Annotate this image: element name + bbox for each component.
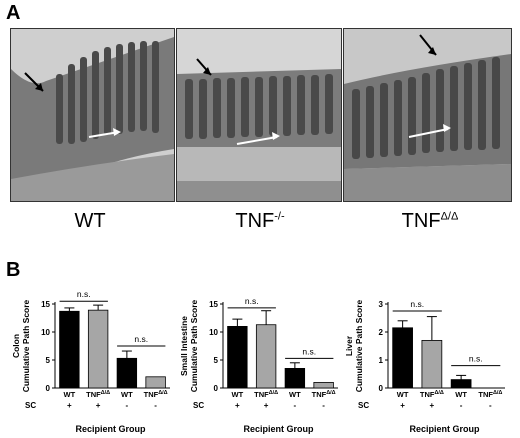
crypts [185,74,333,139]
chart2-sc-row-label: SC [193,401,204,410]
chart2-sc-value: + [264,401,269,410]
chart2-bar [227,325,248,389]
chart2-group-label: TNFΔ/Δ [254,390,278,399]
crypts [56,41,159,144]
chart1-bar [145,376,166,389]
panel-a-letter: A [6,2,21,24]
chart3-sc-value: - [489,401,492,410]
chart1-sc-value: - [126,401,129,410]
chart3-xlabel: Recipient Group [409,424,480,434]
chart2-sc-value: + [235,401,240,410]
chart1-ns-label: n.s. [134,334,148,344]
chart3-group-label: WT [397,390,409,399]
chart3-ylabel-line2: Cumulative Path Score [354,299,364,392]
chart1-sc-value: + [67,401,72,410]
chart3-y-tick-label: 1 [379,356,384,365]
chart2-ns-label: n.s. [302,346,316,356]
chart3-y-tick-label: 2 [379,328,384,337]
chart2-xlabel: Recipient Group [243,424,314,434]
chart2-ylabel-line1: Small Intestine [179,316,189,376]
chart2-bar [313,381,334,389]
chart1-ylabel-line2: Cumulative Path Score [21,299,31,392]
chart3-ns-label: n.s. [410,299,424,309]
panel-b-letter: B [6,259,21,281]
chart1-group-label: WT [121,390,133,399]
chart1-ylabel-line1: Colon [11,334,21,358]
white-arrow-icon [236,136,278,145]
chart3-y-tick-label: 3 [379,300,384,309]
chart2-bar [284,367,306,389]
chart1-y-tick-label: 5 [46,356,51,365]
chart1-group-label: TNFΔ/Δ [144,390,168,399]
chart2-y-tick-label: 5 [214,356,219,365]
chart2-sc-value: - [294,401,297,410]
chart3-bar [392,327,413,389]
chart1-y-tick-label: 0 [46,384,51,393]
chart1-sc-value: + [96,401,101,410]
chart2-sc-value: - [322,401,325,410]
chart1-group-label: TNFΔ/Δ [86,390,110,399]
chart1-sc-row-label: SC [25,401,36,410]
genotype-label-tnf-ko: TNF-/- [235,210,285,232]
chart3-bar [450,379,472,389]
chart3-group-label: TNFΔ/Δ [478,390,502,399]
white-arrow-icon [408,128,449,138]
chart3-sc-row-label: SC [358,401,369,410]
chart1-xlabel: Recipient Group [75,424,146,434]
chart1-y-tick-label: 10 [41,328,50,337]
chart1-bar [87,309,109,389]
chart2-ns-label: n.s. [245,296,259,306]
chart3-sc-value: + [400,401,405,410]
chart2-y-tick-label: 0 [214,384,219,393]
chart3-bar [421,339,443,389]
chart3-group-label: WT [455,390,467,399]
chart3-ylabel-line1: Liver [344,335,354,356]
genotype-label-tnf-delta: TNFΔ/Δ [401,210,459,232]
micrograph-tnf-delta [343,28,512,202]
chart2-group-label: WT [289,390,301,399]
chart1-group-label: WT [64,390,76,399]
chart3-y-tick-label: 0 [379,384,384,393]
genotype-label-wt: WT [74,210,106,232]
micrograph-tnf-ko [176,28,342,202]
chart2-group-label: TNFΔ/Δ [312,390,336,399]
chart1-bar [116,357,138,389]
chart3-group-label: TNFΔ/Δ [420,390,444,399]
micrograph-wt [10,28,175,202]
chart1-ns-label: n.s. [77,289,91,299]
chart2-y-tick-label: 10 [209,328,218,337]
chart3-sc-value: - [460,401,463,410]
chart2-ylabel-line2: Cumulative Path Score [189,299,199,392]
chart1-sc-value: - [154,401,157,410]
chart2-group-label: WT [232,390,244,399]
chart3-ns-label: n.s. [469,354,483,364]
chart1-bar [59,310,80,389]
chart1-y-tick-label: 15 [41,300,50,309]
chart3-sc-value: + [430,401,435,410]
chart2-bar [255,324,277,389]
chart2-y-tick-label: 15 [209,300,218,309]
